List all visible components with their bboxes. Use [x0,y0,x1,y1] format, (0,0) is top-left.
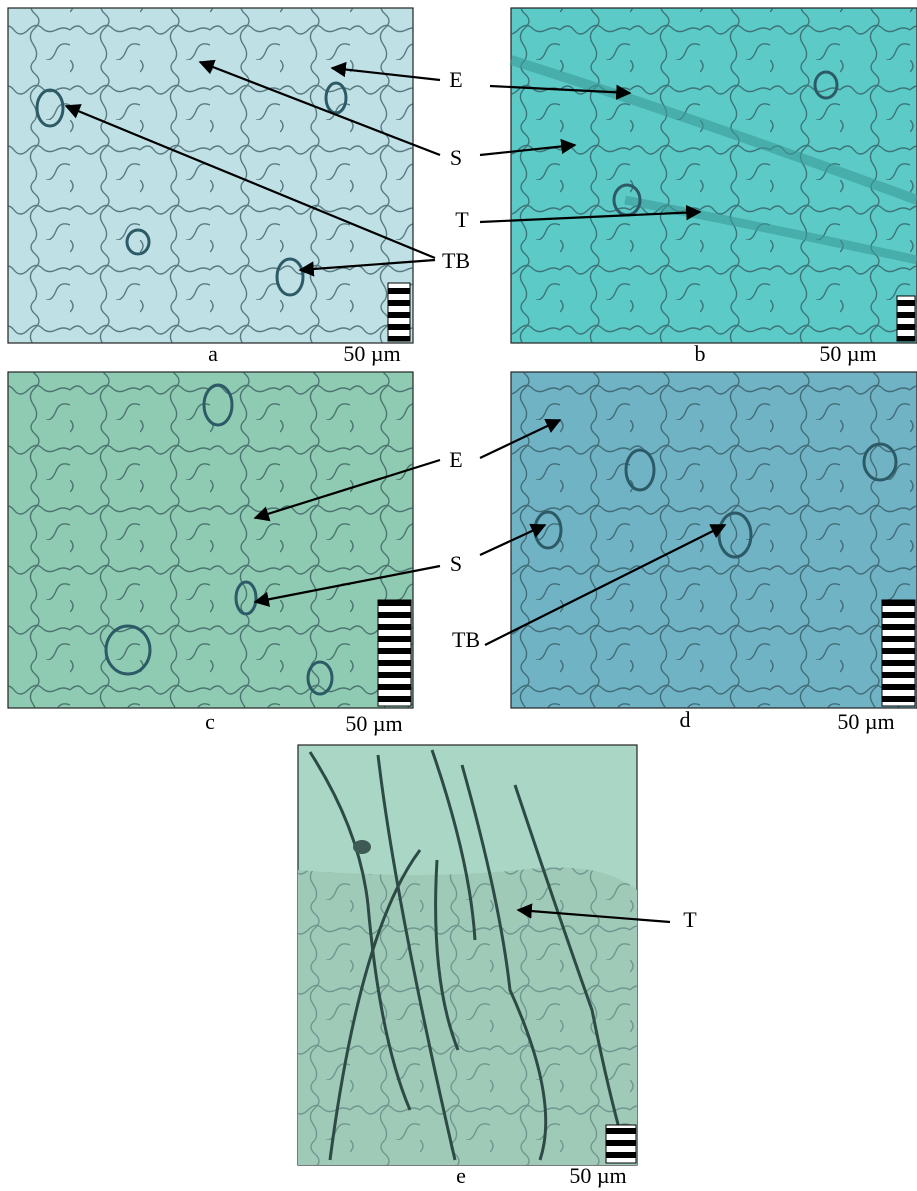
scale-bar [606,1125,636,1163]
annotation: TB [442,248,470,273]
scale-label: 50 µm [837,709,894,734]
scale-label: 50 µm [819,341,876,366]
scale-bar [378,600,411,706]
cell-texture [8,8,413,343]
figure: a 50 µm b 50 µm c 50 µm d 50 µm e 50 µm … [0,0,917,1191]
scale-label: 50 µm [345,711,402,736]
panel-c [8,372,413,708]
annotation: S [450,551,462,576]
panel-label: c [205,709,215,734]
particle [353,840,371,854]
scale-label: 50 µm [569,1163,626,1188]
panel-label: d [680,707,691,732]
annotation: E [449,447,462,472]
scale-bar [388,283,410,341]
panel-label: e [456,1163,466,1188]
panel-b [511,8,917,343]
annotation: S [450,145,462,170]
panel-label: b [695,341,706,366]
panel-e [298,745,637,1165]
cell-texture [298,868,637,1166]
cell-texture [511,372,917,708]
panel-d [511,372,917,708]
scale-bar [882,600,915,706]
annotation: T [683,907,697,932]
annotation: E [449,67,462,92]
panel-label: a [208,341,218,366]
scale-label: 50 µm [343,341,400,366]
scale-bar [897,296,915,341]
annotation: T [455,207,469,232]
annotation: TB [452,627,480,652]
panel-a [8,8,413,343]
